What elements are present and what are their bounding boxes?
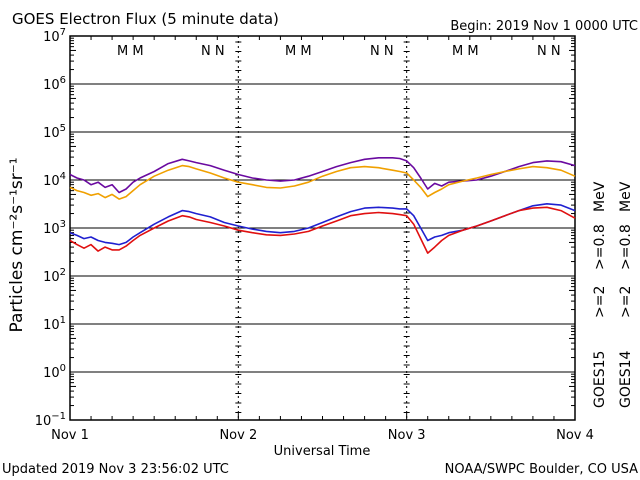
- marker-n-day3: N N: [537, 44, 561, 59]
- marker-m-day2: M M: [285, 44, 312, 59]
- legend-goes14-08mev: >=0.8: [618, 224, 634, 270]
- credit: NOAA/SWPC Boulder, CO USA: [445, 462, 638, 477]
- x-tick-label: Nov 4: [556, 428, 594, 443]
- y-tick-label-1e3: 103: [43, 219, 66, 237]
- y-tick-label-1e0: 100: [43, 363, 66, 381]
- series-lines: [69, 157, 576, 254]
- y-tick-label-1e7: 107: [43, 27, 66, 45]
- begin-date: Begin: 2019 Nov 1 0000 UTC: [450, 19, 638, 34]
- marker-n-day2: N N: [370, 44, 394, 59]
- y-tick-label-1e6: 106: [43, 75, 66, 93]
- marker-m-day1: M M: [117, 44, 144, 59]
- x-tick-labels: Nov 1 Nov 2 Nov 3 Nov 4: [51, 428, 594, 443]
- y-tick-labels: 107 106 105 104 103 102 101 100 10−1: [35, 27, 66, 429]
- y-tick-label-1e4: 104: [43, 171, 66, 189]
- legend-goes15-08mev: >=0.8: [592, 224, 608, 270]
- x-tick-label: Nov 2: [219, 428, 257, 443]
- y-tick-label-1e2: 102: [43, 267, 66, 285]
- x-tick-label: Nov 3: [388, 428, 426, 443]
- x-axis-label: Universal Time: [274, 444, 371, 459]
- y-tick-label-1e1: 101: [43, 315, 66, 333]
- legend-mev-1: MeV: [592, 181, 608, 212]
- x-tick-label: Nov 1: [51, 428, 89, 443]
- legend-goes14-label: GOES14: [618, 350, 634, 408]
- chart-title: GOES Electron Flux (5 minute data): [12, 10, 279, 28]
- y-axis-label: Particles cm⁻²s⁻¹sr⁻¹: [7, 157, 27, 332]
- legend-goes15: GOES15 >=2 >=0.8 MeV: [592, 181, 608, 408]
- y-tick-label-1e5: 105: [43, 123, 66, 141]
- marker-m-day3: M M: [452, 44, 479, 59]
- legend-mev-2: MeV: [618, 181, 634, 212]
- y-minor-ticks: [70, 37, 575, 407]
- series-line-3: [69, 206, 576, 254]
- legend-goes15-label: GOES15: [592, 351, 608, 408]
- x-ticks: [69, 36, 576, 420]
- updated-timestamp: Updated 2019 Nov 3 23:56:02 UTC: [2, 462, 229, 477]
- legend-goes14: GOES14 >=2 >=0.8 MeV: [618, 181, 634, 408]
- legend-goes14-2mev: >=2: [618, 286, 634, 318]
- series-line-1: [69, 164, 576, 200]
- y-tick-label-1e-1: 10−1: [35, 411, 66, 429]
- marker-n-day1: N N: [201, 44, 225, 59]
- legend-goes15-2mev: >=2: [592, 286, 608, 318]
